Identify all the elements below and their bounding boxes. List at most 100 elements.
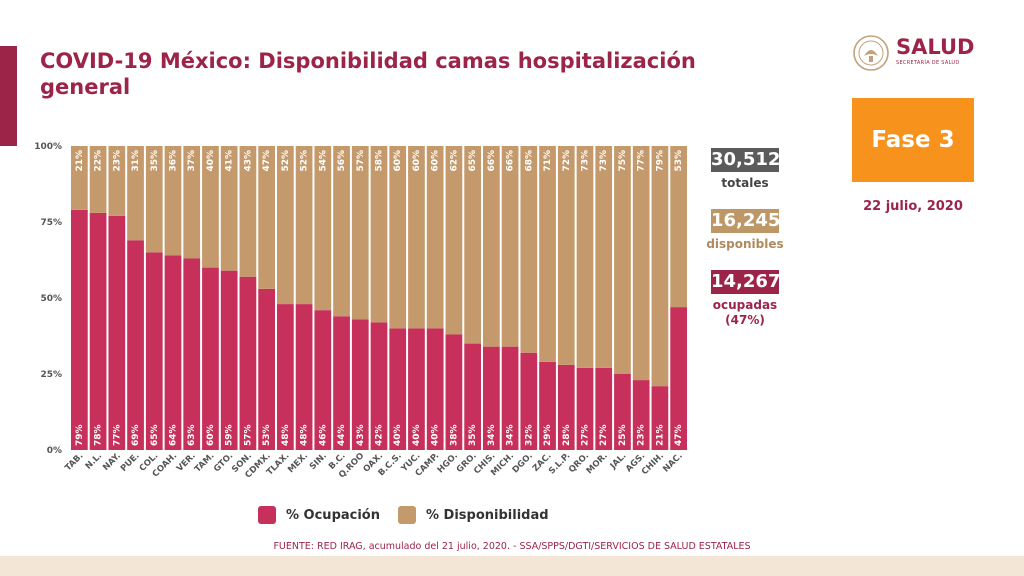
available-value-label: 54% — [318, 150, 328, 172]
occupied-value-label: 27% — [599, 424, 609, 446]
bar-available — [539, 146, 556, 362]
occupied-value-label: 29% — [543, 424, 553, 446]
stat-available-value: 16,245 — [711, 209, 781, 233]
occupied-value-label: 47% — [674, 424, 684, 446]
x-tick-label: VER. — [175, 451, 198, 474]
available-value-label: 23% — [112, 150, 122, 172]
bar-available — [164, 146, 182, 256]
stat-occupied-percent: (47%) — [725, 313, 765, 327]
x-tick-label: S.L.P. — [547, 451, 572, 476]
occupied-value-label: 42% — [375, 424, 385, 446]
stat-available-label: disponibles — [706, 237, 784, 251]
bar-occupied — [127, 240, 144, 450]
accent-strip — [0, 46, 17, 146]
bar-occupied — [539, 361, 556, 450]
occupied-value-label: 63% — [187, 424, 197, 446]
bar-occupied — [333, 316, 350, 450]
bar-available — [426, 146, 444, 329]
occupied-value-label: 65% — [150, 424, 160, 446]
occupied-value-label: 35% — [468, 424, 478, 446]
occupied-value-label: 78% — [94, 424, 104, 446]
x-tick-label: TAM. — [193, 451, 217, 475]
occupied-value-label: 43% — [356, 424, 366, 446]
bar-available — [670, 146, 687, 308]
bar-occupied — [595, 367, 613, 450]
bar-occupied — [164, 255, 182, 450]
bar-occupied — [408, 328, 425, 450]
available-value-label: 31% — [131, 150, 141, 172]
bar-available — [295, 146, 313, 305]
available-value-label: 72% — [562, 150, 572, 172]
occupied-value-label: 21% — [655, 424, 665, 446]
available-value-label: 22% — [94, 150, 104, 172]
bar-available — [108, 146, 126, 216]
available-value-label: 60% — [412, 150, 422, 172]
occupied-value-label: 28% — [562, 424, 572, 446]
bar-occupied — [445, 334, 463, 450]
eagle-seal-icon — [853, 35, 889, 71]
x-tick-label: MOR. — [585, 451, 610, 476]
bar-available — [351, 146, 369, 320]
bar-available — [183, 146, 201, 259]
available-value-label: 37% — [187, 150, 197, 172]
report-date: 22 julio, 2020 — [863, 199, 963, 214]
bar-available — [501, 146, 519, 347]
bar-occupied — [351, 319, 369, 450]
stat-total-value: 30,512 — [711, 148, 781, 172]
occupied-value-label: 25% — [618, 424, 628, 446]
bar-occupied — [426, 328, 444, 450]
occupied-value-label: 34% — [487, 424, 497, 446]
phase-badge: Fase 3 — [852, 98, 974, 182]
available-value-label: 73% — [581, 150, 591, 172]
occupied-value-label: 53% — [262, 424, 272, 446]
stacked-bar-chart: 0% 25% 50% 75% 100% 79% 21% TAB. 78% 22% N.L. 77% 23… — [34, 142, 687, 480]
y-tick-label: 75% — [40, 218, 62, 228]
occupied-value-label: 46% — [318, 424, 328, 446]
occupied-value-label: 40% — [431, 424, 441, 446]
occupied-value-label: 23% — [637, 424, 647, 446]
source-note: FUENTE: RED IRAG, acumulado del 21 julio… — [273, 541, 751, 552]
occupied-value-label: 44% — [337, 424, 347, 446]
x-tick-label: DGO. — [511, 451, 535, 475]
available-value-label: 65% — [468, 150, 478, 172]
available-value-label: 71% — [543, 150, 553, 172]
bar-available — [632, 146, 650, 381]
available-value-label: 52% — [300, 150, 310, 172]
x-tick-label: PUE. — [119, 451, 142, 474]
x-tick-label: N.L. — [84, 451, 105, 472]
bar-available — [127, 146, 144, 241]
bar-occupied — [501, 346, 519, 450]
x-tick-label: NAC. — [661, 451, 684, 474]
bar-occupied — [277, 304, 294, 450]
bar-available — [651, 146, 669, 387]
bar-occupied — [614, 374, 631, 450]
bar-occupied — [670, 307, 687, 450]
bar-available — [614, 146, 631, 374]
legend-occupied: % Ocupación — [258, 506, 380, 524]
x-tick-label: SIN. — [308, 451, 329, 472]
x-tick-label: NAY. — [101, 451, 123, 473]
bar-available — [202, 146, 219, 268]
available-value-label: 79% — [655, 150, 665, 172]
bar-available — [277, 146, 294, 305]
available-value-label: 62% — [449, 150, 459, 172]
available-value-label: 52% — [281, 150, 291, 172]
bar-available — [314, 146, 332, 311]
bar-occupied — [520, 352, 538, 450]
occupied-value-label: 40% — [412, 424, 422, 446]
legend-occupied-swatch — [258, 506, 276, 524]
bar-occupied — [483, 346, 500, 450]
occupied-value-label: 69% — [131, 424, 141, 446]
bar-occupied — [651, 386, 669, 450]
available-value-label: 35% — [150, 150, 160, 172]
occupied-value-label: 64% — [169, 424, 179, 446]
available-value-label: 53% — [674, 150, 684, 172]
bar-occupied — [632, 380, 650, 450]
legend-available-swatch — [398, 506, 416, 524]
legend-available-label: % Disponibilidad — [426, 507, 549, 523]
bar-available — [220, 146, 238, 271]
available-value-label: 36% — [169, 150, 179, 172]
available-value-label: 43% — [243, 150, 253, 172]
bar-available — [239, 146, 257, 277]
bar-occupied — [389, 328, 407, 450]
